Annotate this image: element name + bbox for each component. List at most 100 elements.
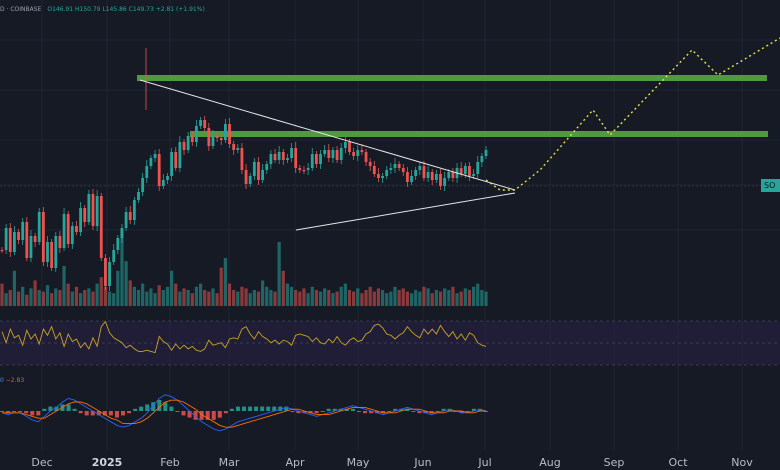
macd-hist-7 <box>42 408 47 411</box>
macd-hist-71 <box>429 411 434 414</box>
macd-hist-50 <box>302 411 307 414</box>
candle-body-64 <box>265 164 269 170</box>
macd-hist-34 <box>205 411 210 420</box>
volume-bar-49 <box>203 290 207 306</box>
candle-body-37 <box>153 154 157 158</box>
volume-bar-4 <box>16 291 21 306</box>
candle-body-0 <box>0 250 4 252</box>
macd-hist-73 <box>441 408 446 411</box>
macd-hist-44 <box>266 406 271 411</box>
volume-bar-51 <box>211 288 215 306</box>
candle-body-69 <box>286 158 289 160</box>
macd-line <box>1 394 487 432</box>
macd-hist-36 <box>217 411 222 418</box>
volume-bar-32 <box>132 286 136 306</box>
volume-bar-80 <box>331 293 335 306</box>
macd-hist-76 <box>459 411 464 414</box>
macd-hist-61 <box>369 411 374 414</box>
volume-bar-9 <box>37 290 41 306</box>
volume-bar-22 <box>91 291 95 306</box>
candle-body-76 <box>314 154 318 164</box>
x-tick-label-3: Mar <box>219 456 240 469</box>
macd-header: 0 −2.83 <box>0 377 24 384</box>
price-tag[interactable]: SO <box>761 179 780 192</box>
macd-hist-58 <box>350 408 355 411</box>
macd-hist-47 <box>284 406 289 411</box>
volume-bar-24 <box>99 277 103 306</box>
volume-bar-102 <box>422 286 426 306</box>
candle-body-42 <box>174 152 178 168</box>
volume-bars <box>0 229 488 306</box>
volume-bar-87 <box>360 293 364 306</box>
volume-bar-101 <box>418 291 422 306</box>
candle-body-19 <box>79 208 82 232</box>
candle-body-47 <box>195 126 198 142</box>
macd-hist-6 <box>36 411 41 416</box>
macd-hist-11 <box>66 404 71 411</box>
volume-bar-71 <box>294 290 298 306</box>
macd-hist-68 <box>411 411 416 412</box>
candle-body-2 <box>8 228 12 252</box>
macd-hist-39 <box>235 406 240 411</box>
macd-hist-42 <box>254 406 259 411</box>
candle-body-38 <box>157 154 161 186</box>
candle-body-88 <box>364 152 368 162</box>
volume-bar-68 <box>281 270 285 306</box>
candle-body-103 <box>426 172 430 178</box>
volume-bar-29 <box>120 229 124 306</box>
macd-hist-29 <box>175 411 180 412</box>
macd-hist-23 <box>139 406 144 411</box>
macd-hist-43 <box>260 406 265 411</box>
triangle-trendlines <box>139 79 516 231</box>
volume-bar-76 <box>314 290 318 306</box>
volume-bar-74 <box>306 293 310 306</box>
volume-bar-44 <box>182 288 186 306</box>
candle-body-43 <box>178 142 182 168</box>
macd-hist-80 <box>484 411 488 412</box>
x-tick-label-8: Aug <box>539 456 560 469</box>
candle-body-81 <box>335 150 339 160</box>
macd-hist-25 <box>151 402 156 411</box>
macd-hist-55 <box>332 408 337 411</box>
candle-body-48 <box>199 120 202 126</box>
candle-body-26 <box>108 262 111 286</box>
macd-hist-32 <box>193 411 198 420</box>
candle-body-1 <box>4 228 8 250</box>
candle-body-90 <box>372 166 376 174</box>
volume-bar-16 <box>66 283 70 306</box>
candle-body-49 <box>203 120 207 128</box>
symbol-label: D · COINBASE <box>0 5 42 13</box>
candle-body-115 <box>476 162 480 174</box>
x-tick-label-4: Apr <box>285 456 305 469</box>
volume-bar-89 <box>368 286 372 306</box>
candle-body-55 <box>228 124 231 144</box>
candle-body-70 <box>290 148 293 158</box>
candle-body-35 <box>145 166 149 178</box>
candle-body-23 <box>95 196 99 226</box>
volume-bar-82 <box>339 286 343 306</box>
resistance-zone-upper <box>137 75 767 81</box>
candle-body-93 <box>385 170 389 176</box>
candle-body-6 <box>25 222 29 258</box>
macd-hist-13 <box>78 411 83 414</box>
macd-hist-5 <box>30 411 35 416</box>
volume-bar-111 <box>459 291 463 306</box>
candle-body-84 <box>348 142 351 152</box>
x-tick-label-0: Dec <box>31 456 52 469</box>
volume-bar-61 <box>252 290 256 306</box>
projection-dotted-path <box>485 37 780 191</box>
candle-body-18 <box>75 226 78 232</box>
macd-hist-65 <box>393 408 398 411</box>
volume-bar-67 <box>277 242 281 306</box>
macd-hist-75 <box>453 411 458 412</box>
ohlc-readout: O146.91 H150.79 L145.86 C149.73 +2.81 (+… <box>47 5 205 13</box>
volume-bar-10 <box>41 291 45 306</box>
time-axis: Dec 2025 Feb Mar Apr May Jun Jul Aug Sep Oct Nov <box>31 456 753 469</box>
candle-body-95 <box>393 164 397 168</box>
candle-body-61 <box>252 162 256 176</box>
volume-bar-48 <box>198 283 203 306</box>
volume-bar-110 <box>455 293 459 306</box>
candle-body-41 <box>170 152 174 176</box>
volume-bar-55 <box>227 283 232 306</box>
